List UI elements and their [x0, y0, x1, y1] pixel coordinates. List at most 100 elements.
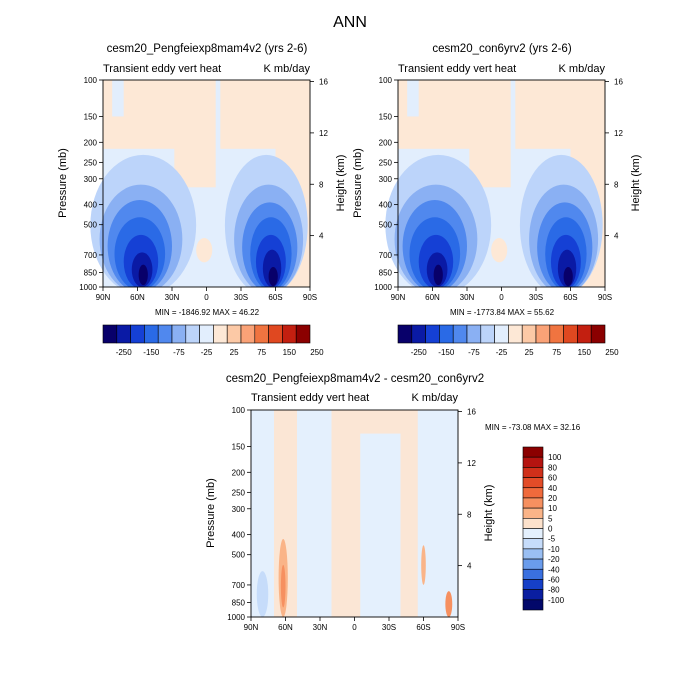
colorbar-box [171, 324, 187, 344]
colorbar-box [494, 324, 509, 344]
colorbar-label: 20 [548, 494, 557, 503]
colorbar-label: 80 [548, 463, 557, 472]
colorbar-box [535, 324, 551, 344]
colorbar-box [226, 324, 242, 344]
northern-polar-notch [407, 80, 419, 117]
x-tick-label: 90N [96, 293, 111, 302]
panel-1-left-label: Transient eddy vert heat [103, 63, 221, 75]
colorbar-box [480, 324, 495, 344]
x-tick-label: 90N [244, 623, 259, 632]
colorbar-box [522, 548, 544, 560]
panel-2-title: cesm20_con6yrv2 (yrs 2-6) [432, 43, 571, 55]
colorbar-box [590, 324, 606, 344]
y-tick-label: 300 [232, 505, 246, 514]
colorbar-label: 150 [283, 348, 297, 357]
x-tick-label: 30S [234, 293, 248, 302]
colorbar-label: 25 [230, 348, 239, 357]
panel-1-stats: MIN = -1846.92 MAX = 46.22 [155, 308, 260, 317]
colorbar-box [522, 579, 544, 590]
colorbar-label: 250 [605, 348, 619, 357]
y-tick-label: 500 [232, 551, 246, 560]
colorbar-box [130, 324, 145, 344]
colorbar-label: -60 [548, 575, 560, 584]
y-tick-label: 400 [232, 531, 246, 540]
y-tick-label: 150 [232, 442, 246, 451]
clip-bottom [398, 287, 605, 317]
y-tick-label: 250 [232, 488, 246, 497]
tropical-positive [469, 80, 511, 188]
y-tick-label: 850 [84, 268, 98, 277]
panel-1-axes: 90N 60N 30N 0 30S 60S 90S 100 150 200 250 300 400 500… [79, 76, 328, 302]
colorbar-label: 0 [548, 525, 553, 534]
y-tick-label: 1000 [79, 283, 97, 292]
x-tick-label: 90N [391, 293, 406, 302]
x-tick-label: 30S [382, 623, 396, 632]
colorbar-box [411, 324, 426, 344]
y-tick-label: 500 [379, 221, 393, 230]
panel-1: cesm20_Pengfeiexp8mam4v2 (yrs 2-6) Trans… [57, 43, 347, 357]
y-tick-label: 700 [84, 251, 98, 260]
panel-2-ylabel-right: Height (km) [630, 155, 642, 212]
y-tick-label: 100 [379, 76, 393, 85]
diff-positive-60s [421, 545, 426, 585]
colorbar-box [577, 324, 592, 344]
colorbar-label: -10 [548, 545, 560, 554]
y-tick-label: 200 [232, 468, 246, 477]
colorbar-label: -25 [496, 348, 508, 357]
colorbar-label: -100 [548, 596, 565, 605]
colorbar-box [254, 324, 269, 344]
colorbar-label: -80 [548, 586, 560, 595]
sh-min [268, 266, 278, 287]
nh-min [138, 264, 148, 286]
colorbar-box [522, 568, 544, 580]
colorbar-label: 75 [552, 348, 561, 357]
colorbar-box [522, 487, 544, 499]
panel-1-colorbar: -250 -150 -75 -25 25 75 150 250 [102, 324, 324, 357]
y-right-tick-label: 12 [614, 129, 623, 138]
colorbar-box [522, 599, 544, 611]
y-right-tick-label: 4 [614, 232, 619, 241]
panel-2-ylabel: Pressure (mb) [352, 148, 364, 218]
colorbar-label: 250 [310, 348, 324, 357]
y-tick-label: 400 [84, 201, 98, 210]
y-tick-label: 300 [379, 175, 393, 184]
colorbar-box [549, 324, 564, 344]
diff-positive-85s [445, 591, 453, 617]
x-tick-label: 30S [529, 293, 543, 302]
colorbar-label: 25 [525, 348, 534, 357]
panel-2: cesm20_con6yrv2 (yrs 2-6) Transient eddy… [352, 43, 642, 357]
y-tick-label: 400 [379, 201, 393, 210]
colorbar-box [522, 528, 544, 539]
panel-1-ylabel-right: Height (km) [335, 155, 347, 212]
colorbar-box [282, 324, 297, 344]
y-right-tick-label: 16 [614, 78, 623, 87]
y-tick-label: 250 [379, 158, 393, 167]
colorbar-box [522, 518, 544, 529]
y-tick-label: 100 [84, 76, 98, 85]
y-right-tick-label: 4 [467, 562, 472, 571]
y-tick-label: 150 [84, 112, 98, 121]
x-tick-label: 90S [598, 293, 612, 302]
x-tick-label: 60S [563, 293, 577, 302]
colorbar-box [522, 467, 544, 478]
colorbar-label: 75 [257, 348, 266, 357]
colorbar-label: -20 [548, 555, 560, 564]
x-tick-label: 0 [352, 623, 357, 632]
panel-3-stats: MIN = -73.08 MAX = 32.16 [485, 423, 581, 432]
panel-2-left-label: Transient eddy vert heat [398, 63, 516, 75]
colorbar-box [425, 324, 440, 344]
colorbar-box [522, 446, 544, 458]
y-right-tick-label: 12 [467, 459, 476, 468]
tropical-low-positive [196, 238, 213, 263]
panel-1-right-label: K mb/day [264, 63, 311, 75]
y-right-tick-label: 8 [319, 180, 324, 189]
panel-3-ylabel: Pressure (mb) [205, 478, 217, 548]
colorbar-label: 60 [548, 474, 557, 483]
colorbar-label: -250 [116, 348, 133, 357]
x-tick-label: 60N [278, 623, 293, 632]
colorbar-label: -75 [173, 348, 185, 357]
panel-2-plot-area [385, 80, 605, 317]
colorbar-box [213, 324, 228, 344]
y-tick-label: 100 [232, 406, 246, 415]
panel-2-stats: MIN = -1773.84 MAX = 55.62 [450, 308, 555, 317]
